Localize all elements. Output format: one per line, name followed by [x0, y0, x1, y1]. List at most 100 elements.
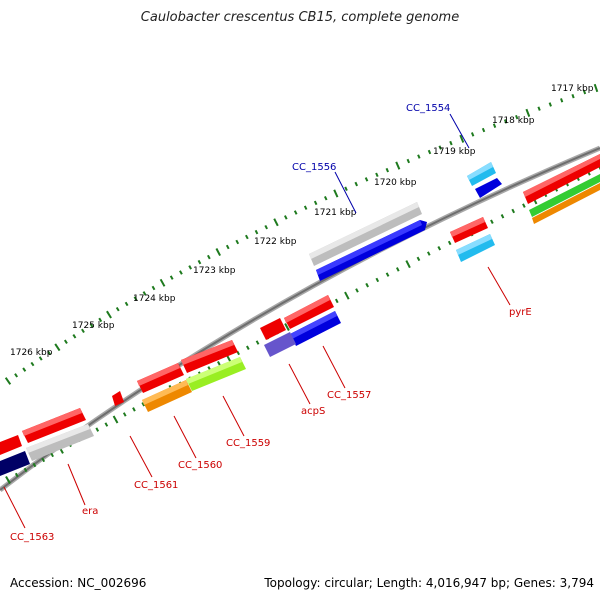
- ruler-tick: [159, 278, 166, 287]
- ruler-tick: [169, 275, 174, 280]
- gene-red-1559[interactable]: [181, 340, 238, 373]
- ruler-tick: [365, 282, 369, 288]
- ruler-tick: [235, 239, 240, 245]
- gene-red-era[interactable]: [22, 408, 86, 443]
- ruler-tick: [106, 310, 112, 319]
- ruler-tick: [344, 291, 350, 300]
- ruler-tick: [354, 181, 359, 187]
- ruler-tick: [560, 98, 564, 103]
- gene-label-cc-1554[interactable]: CC_1554: [406, 103, 450, 114]
- ruler-tick: [141, 402, 146, 407]
- ruler-tick: [124, 301, 129, 307]
- ruler-tick: [133, 296, 138, 301]
- ruler-tick: [98, 317, 103, 323]
- ruler-tick: [22, 367, 27, 372]
- ruler-tick: [104, 422, 109, 427]
- ruler-tick: [151, 285, 156, 291]
- ruler-tick: [284, 323, 290, 331]
- gene-red-1563[interactable]: [0, 435, 22, 455]
- ruler-tick: [447, 240, 452, 246]
- gene-cc-1556[interactable]: [316, 220, 427, 281]
- map-title: Caulobacter crescentus CB15, complete ge…: [140, 10, 460, 25]
- ruler-tick: [459, 134, 465, 143]
- forward-features: [309, 154, 600, 281]
- ruler-tick: [112, 415, 119, 424]
- gene-blue-small[interactable]: [475, 178, 502, 198]
- reverse-features: [0, 217, 495, 476]
- ruler-tick: [375, 172, 379, 178]
- gene-cc-1563[interactable]: [0, 451, 30, 476]
- kbp-label: 1722 kbp: [254, 237, 297, 247]
- ruler-tick: [217, 361, 221, 366]
- ruler-tick: [293, 210, 298, 215]
- gene-red-right[interactable]: [523, 154, 600, 204]
- ruler-tick: [335, 298, 339, 304]
- ruler-tick: [355, 288, 359, 293]
- ruler-tick: [427, 251, 431, 256]
- kbp-label: 1724 kbp: [133, 294, 176, 304]
- ruler-tick: [14, 472, 19, 478]
- ruler-tick: [395, 161, 401, 170]
- gene-cc-1556-gray[interactable]: [309, 202, 422, 266]
- gene-red-pyre[interactable]: [450, 217, 488, 243]
- ruler-tick: [470, 132, 475, 137]
- gene-red-acps[interactable]: [260, 318, 286, 340]
- gene-pyre[interactable]: [456, 234, 495, 262]
- ruler-tick: [313, 200, 318, 206]
- gene-era[interactable]: [26, 424, 94, 461]
- ruler-tick: [490, 219, 494, 224]
- ruler-tick: [264, 224, 268, 230]
- ruler-tick: [50, 452, 54, 458]
- ruler-tick: [492, 123, 497, 128]
- ruler-tick: [406, 158, 411, 164]
- gene-cc-1561[interactable]: [112, 391, 124, 406]
- ruler-tick: [522, 203, 526, 208]
- ruler-tick: [41, 457, 46, 463]
- gene-cc-1559[interactable]: [186, 357, 246, 391]
- ruler-tick: [254, 229, 259, 235]
- ruler-tick: [95, 427, 100, 432]
- gene-green-right[interactable]: [529, 174, 600, 217]
- ruler-tick: [32, 462, 37, 468]
- gene-label-cc-1561[interactable]: CC_1561: [134, 480, 178, 491]
- gene-red-1560[interactable]: [137, 363, 184, 393]
- kbp-label: 1720 kbp: [374, 178, 417, 188]
- ruler-tick: [81, 328, 85, 334]
- gene-label-cc-1559[interactable]: CC_1559: [226, 438, 270, 449]
- gene-label-era[interactable]: era: [82, 506, 98, 517]
- ruler-tick: [503, 119, 508, 124]
- gene-red-1557[interactable]: [284, 295, 334, 329]
- ruler-tick: [416, 256, 421, 262]
- ruler-tick: [54, 343, 61, 352]
- kbp-label: 1723 kbp: [193, 266, 236, 276]
- gene-labels: CC_1554 CC_1556 pyrE CC_1557 acpS CC_155…: [10, 103, 532, 543]
- genome-summary: Topology: circular; Length: 4,016,947 bp…: [264, 576, 594, 590]
- ruler-tick: [255, 340, 260, 345]
- ruler-tick: [417, 154, 421, 159]
- ruler-tick: [273, 218, 279, 227]
- accession-text: Accession: NC_002696: [10, 576, 147, 590]
- ruler-tick: [14, 373, 19, 378]
- gene-cc-1554[interactable]: [467, 162, 496, 186]
- gene-label-cc-1556[interactable]: CC_1556: [292, 162, 336, 173]
- ruler-tick: [284, 215, 288, 220]
- kbp-label: 1726 kbp: [10, 348, 53, 358]
- ruler-tick: [38, 356, 43, 361]
- ruler-tick: [525, 108, 531, 117]
- ruler-tick: [582, 89, 587, 95]
- gene-label-cc-1560[interactable]: CC_1560: [178, 460, 222, 471]
- gene-orange-right[interactable]: [532, 183, 600, 224]
- ruler-tick: [246, 345, 250, 350]
- gene-label-acps[interactable]: acpS: [301, 406, 325, 417]
- ruler-tick: [437, 246, 442, 251]
- ruler-tick: [303, 205, 308, 210]
- gene-acps[interactable]: [264, 332, 296, 357]
- gene-label-pyre[interactable]: pyrE: [509, 307, 532, 318]
- gene-label-cc-1563[interactable]: CC_1563: [10, 532, 54, 543]
- gene-cc-1557[interactable]: [290, 311, 341, 346]
- gene-cc-1560[interactable]: [142, 380, 192, 412]
- ruler-tick: [72, 334, 77, 339]
- ruler-tick: [449, 140, 453, 146]
- gene-label-cc-1557[interactable]: CC_1557: [327, 390, 371, 401]
- ruler-tick: [364, 177, 369, 182]
